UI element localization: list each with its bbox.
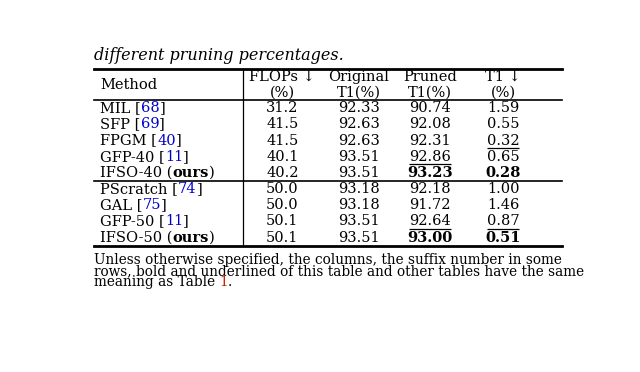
- Text: ): ): [209, 231, 214, 244]
- Text: 69: 69: [141, 117, 159, 131]
- Text: 92.86: 92.86: [410, 150, 451, 164]
- Text: 93.51: 93.51: [338, 231, 380, 244]
- Text: 92.31: 92.31: [410, 134, 451, 148]
- Text: 93.51: 93.51: [338, 166, 380, 180]
- Text: IFSO-40 (: IFSO-40 (: [100, 166, 173, 180]
- Text: ]: ]: [196, 182, 202, 196]
- Text: 31.2: 31.2: [266, 101, 298, 115]
- Text: ]: ]: [175, 134, 181, 148]
- Text: GFP-50 [: GFP-50 [: [100, 214, 165, 228]
- Text: 93.18: 93.18: [338, 182, 380, 196]
- Text: 93.00: 93.00: [408, 231, 453, 244]
- Text: 50.1: 50.1: [266, 231, 298, 244]
- Text: 92.18: 92.18: [410, 182, 451, 196]
- Text: 0.65: 0.65: [487, 150, 520, 164]
- Text: 93.51: 93.51: [338, 214, 380, 228]
- Text: 1: 1: [220, 275, 228, 289]
- Text: ours: ours: [173, 166, 209, 180]
- Text: 41.5: 41.5: [266, 117, 298, 131]
- Text: 1.46: 1.46: [487, 198, 519, 212]
- Text: SFP [: SFP [: [100, 117, 141, 131]
- Text: PScratch [: PScratch [: [100, 182, 178, 196]
- Text: ours: ours: [173, 231, 209, 244]
- Text: 90.74: 90.74: [410, 101, 451, 115]
- Text: different pruning percentages.: different pruning percentages.: [94, 47, 344, 64]
- Text: ): ): [209, 166, 214, 180]
- Text: 50.0: 50.0: [266, 182, 299, 196]
- Text: ]: ]: [159, 117, 165, 131]
- Text: 1.00: 1.00: [487, 182, 520, 196]
- Text: FLOPs ↓
(%): FLOPs ↓ (%): [250, 70, 316, 100]
- Text: IFSO-50 (: IFSO-50 (: [100, 231, 173, 244]
- Text: rows, bold and underlined of this table and other tables have the same: rows, bold and underlined of this table …: [94, 264, 584, 278]
- Text: GAL [: GAL [: [100, 198, 143, 212]
- Text: Pruned
T1(%): Pruned T1(%): [403, 70, 457, 100]
- Text: FPGM [: FPGM [: [100, 134, 157, 148]
- Text: ]: ]: [183, 214, 189, 228]
- Text: Original
T1(%): Original T1(%): [328, 70, 389, 100]
- Text: 11: 11: [165, 214, 183, 228]
- Text: 92.33: 92.33: [338, 101, 380, 115]
- Text: 0.55: 0.55: [487, 117, 520, 131]
- Text: GFP-40 [: GFP-40 [: [100, 150, 165, 164]
- Text: 0.87: 0.87: [487, 214, 520, 228]
- Text: 11: 11: [165, 150, 183, 164]
- Text: ]: ]: [183, 150, 189, 164]
- Text: 93.23: 93.23: [408, 166, 453, 180]
- Text: meaning as Table: meaning as Table: [94, 275, 220, 289]
- Text: 93.51: 93.51: [338, 150, 380, 164]
- Text: 74: 74: [178, 182, 196, 196]
- Text: 1.59: 1.59: [487, 101, 519, 115]
- Text: 75: 75: [143, 198, 161, 212]
- Text: Method: Method: [100, 78, 157, 92]
- Text: T1 ↓
(%): T1 ↓ (%): [485, 70, 521, 100]
- Text: 92.63: 92.63: [338, 134, 380, 148]
- Text: 68: 68: [141, 101, 159, 115]
- Text: Unless otherwise specified, the columns, the suffix number in some: Unless otherwise specified, the columns,…: [94, 253, 562, 267]
- Text: 0.32: 0.32: [487, 134, 520, 148]
- Text: 40.1: 40.1: [266, 150, 298, 164]
- Text: .: .: [228, 275, 232, 289]
- Text: 93.18: 93.18: [338, 198, 380, 212]
- Text: 40.2: 40.2: [266, 166, 298, 180]
- Text: 50.0: 50.0: [266, 198, 299, 212]
- Text: 92.64: 92.64: [410, 214, 451, 228]
- Text: 92.63: 92.63: [338, 117, 380, 131]
- Text: 0.51: 0.51: [485, 231, 521, 244]
- Text: MIL [: MIL [: [100, 101, 141, 115]
- Text: ]: ]: [159, 101, 165, 115]
- Text: 50.1: 50.1: [266, 214, 298, 228]
- Text: 91.72: 91.72: [410, 198, 451, 212]
- Text: 92.08: 92.08: [410, 117, 451, 131]
- Text: 0.28: 0.28: [486, 166, 521, 180]
- Text: 41.5: 41.5: [266, 134, 298, 148]
- Text: ]: ]: [161, 198, 167, 212]
- Text: 40: 40: [157, 134, 175, 148]
